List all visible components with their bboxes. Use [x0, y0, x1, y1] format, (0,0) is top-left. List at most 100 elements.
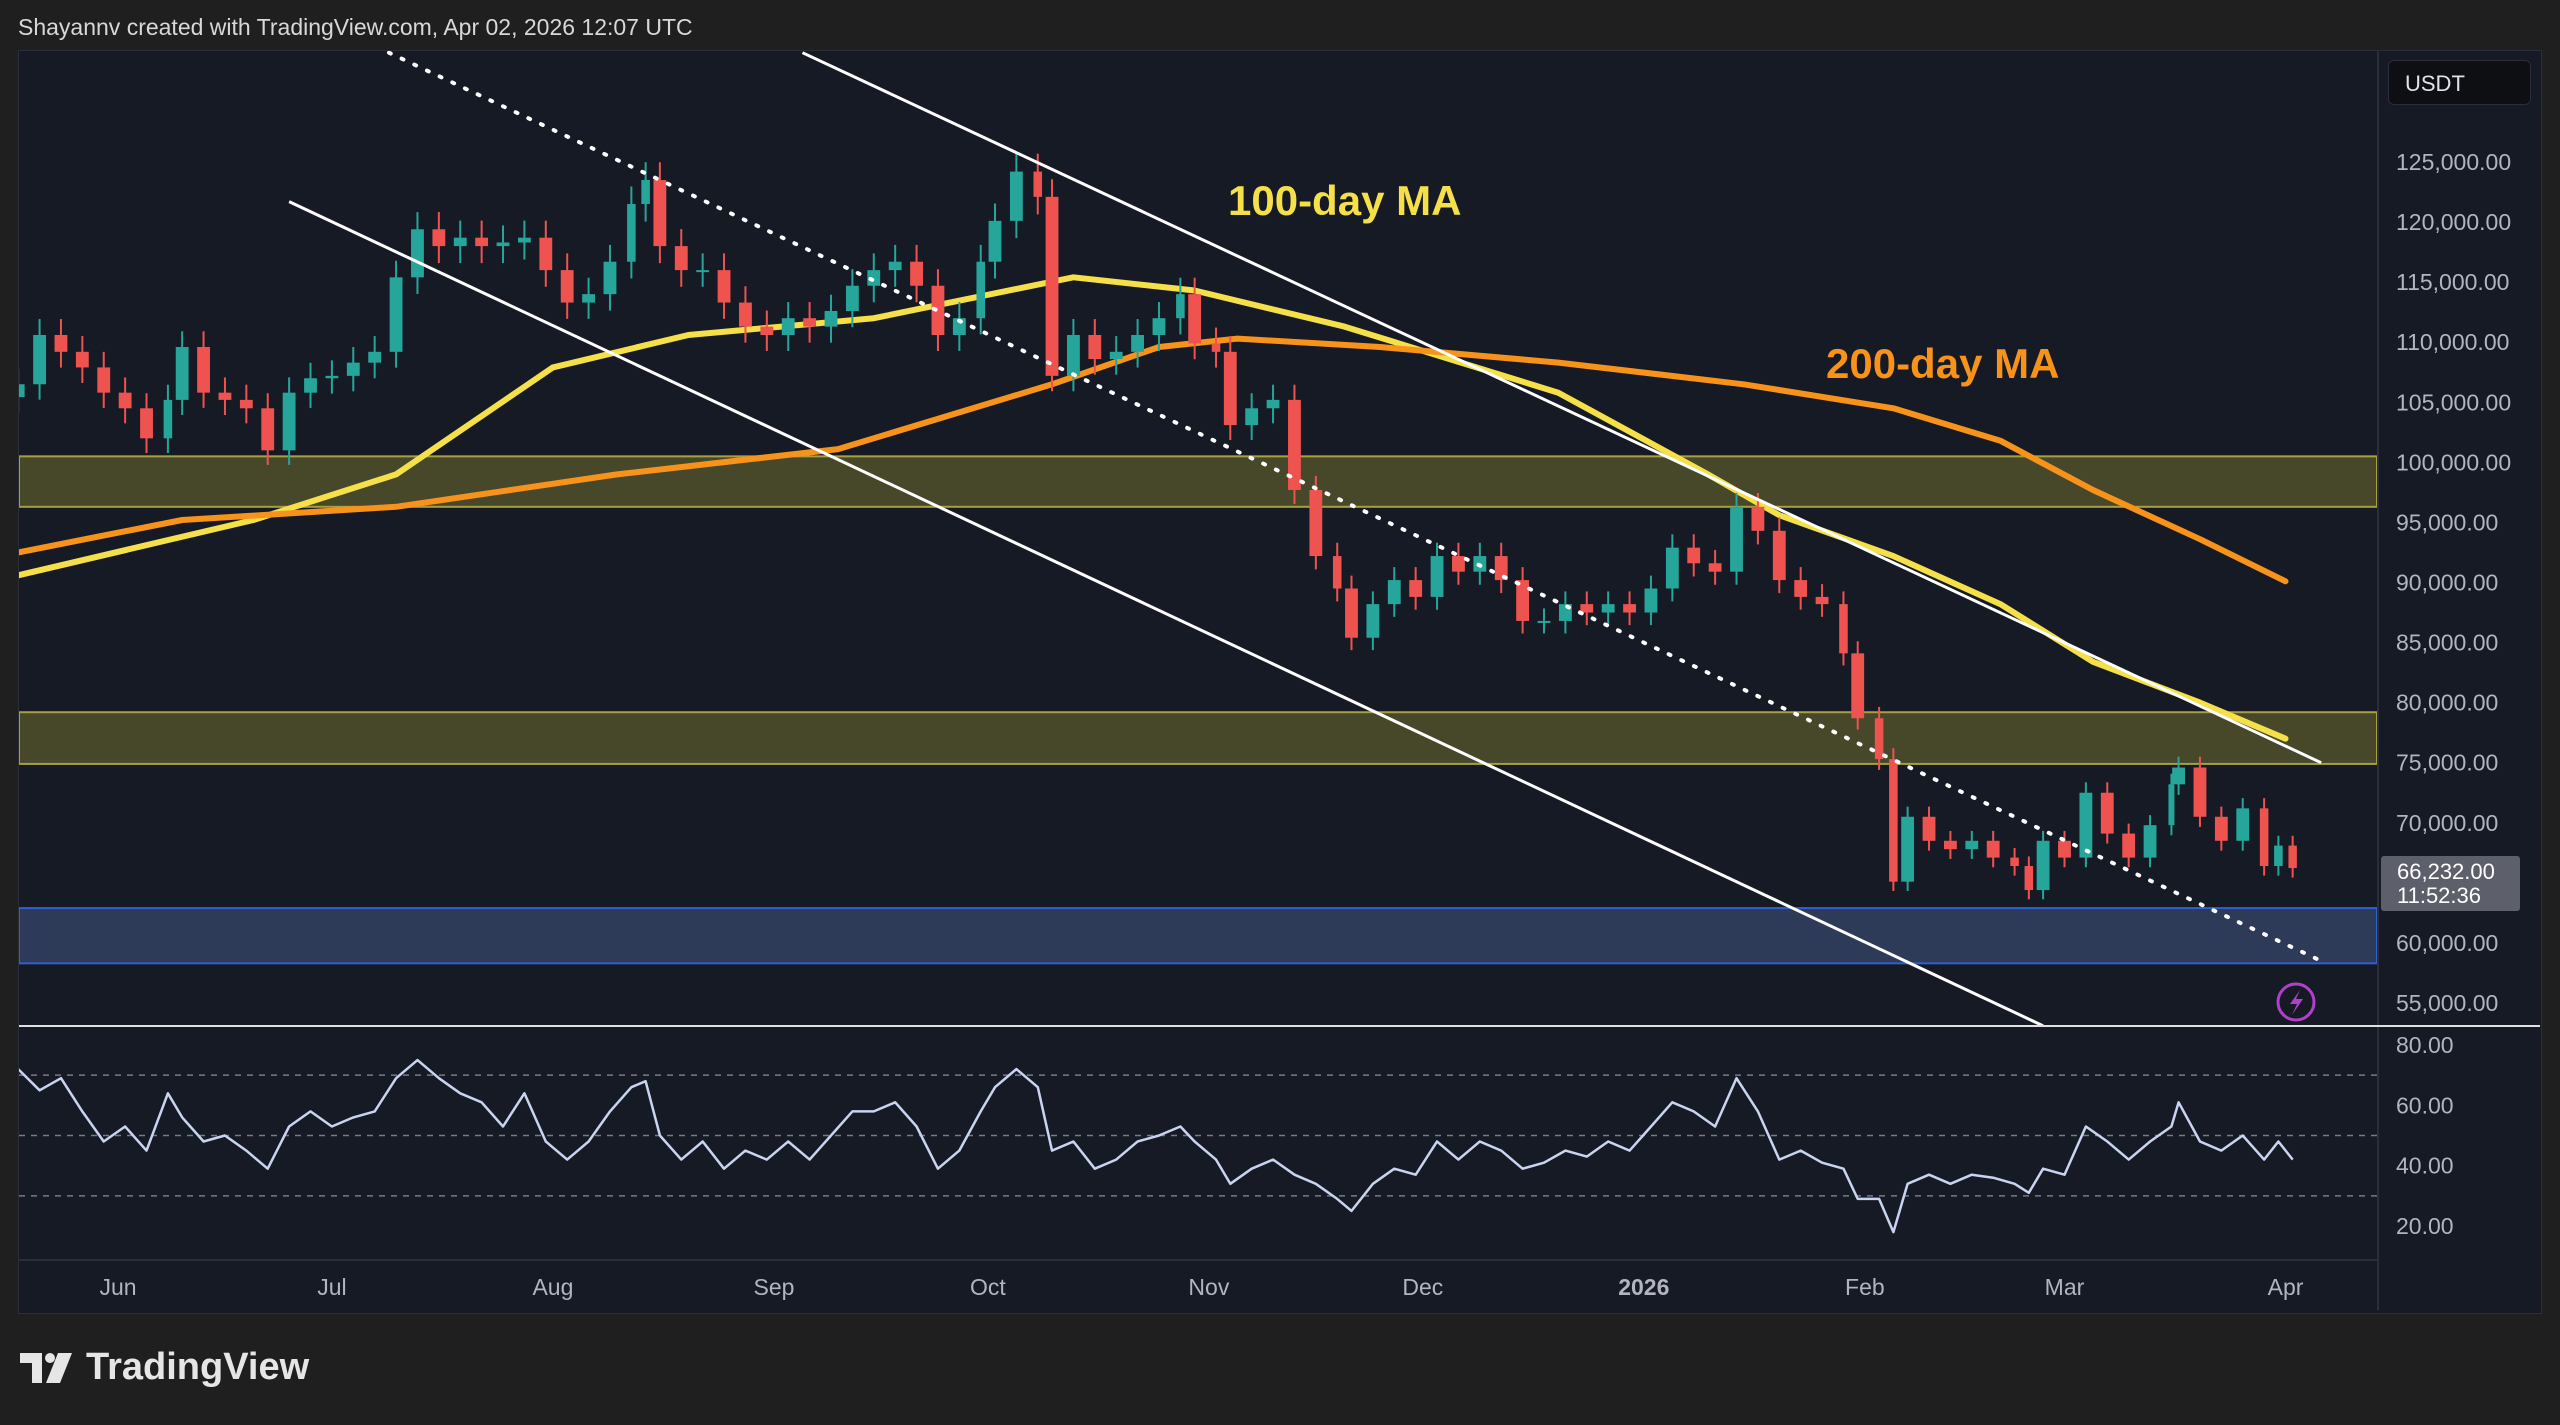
ma100-annotation: 100-day MA — [1228, 177, 1461, 224]
candle-body — [2274, 845, 2283, 867]
price-tick-label: 80,000.00 — [2396, 690, 2498, 716]
candle-body — [54, 335, 68, 352]
candle — [1045, 179, 1059, 392]
candle-body — [118, 392, 132, 409]
candle — [97, 351, 111, 408]
candle — [75, 336, 89, 383]
candle — [325, 360, 339, 394]
candle — [1223, 336, 1237, 440]
candle — [475, 220, 489, 264]
candle-body — [1131, 335, 1145, 352]
alert-lightning-icon[interactable] — [2276, 982, 2316, 1022]
candle-body — [1223, 351, 1237, 426]
candle-body — [1687, 547, 1701, 564]
candle-body — [1601, 604, 1615, 613]
candle-body — [717, 270, 731, 303]
candle — [888, 244, 902, 287]
candle — [2168, 773, 2175, 836]
support-zone-2 — [19, 907, 2377, 965]
rsi-tick-label: 20.00 — [2396, 1213, 2454, 1239]
candle-body — [2288, 845, 2297, 869]
candle-body — [976, 261, 986, 319]
candle — [1665, 534, 1679, 602]
candle — [1188, 277, 1202, 360]
candle — [1067, 319, 1080, 392]
candle-body — [2193, 767, 2207, 817]
candle — [282, 377, 296, 465]
candle — [1430, 542, 1444, 610]
candle — [931, 269, 945, 351]
candle — [1794, 567, 1808, 610]
price-tick-label: 100,000.00 — [2396, 449, 2511, 475]
candle — [2024, 856, 2034, 900]
currency-selector[interactable]: USDT — [2388, 60, 2531, 105]
candle — [346, 347, 360, 392]
candle — [1986, 830, 2000, 868]
candle — [411, 212, 424, 294]
candle — [781, 302, 795, 351]
candle — [432, 212, 446, 264]
candle-body — [140, 408, 153, 439]
candle-body — [560, 270, 574, 303]
candle-body — [1772, 530, 1786, 581]
candle — [1580, 591, 1594, 626]
candle — [2036, 830, 2050, 900]
price-tick-label: 90,000.00 — [2396, 569, 2498, 595]
candle-body — [1751, 506, 1765, 531]
candle-body — [75, 351, 89, 368]
candle — [824, 294, 838, 343]
candle-body — [824, 310, 838, 327]
price-tick-label: 55,000.00 — [2396, 990, 2498, 1016]
candle-body — [1430, 556, 1444, 597]
candle — [2274, 835, 2283, 876]
candle-body — [2058, 840, 2071, 858]
candle — [739, 286, 752, 343]
ma200-line — [19, 335, 2289, 585]
candle-body — [1516, 580, 1530, 621]
candle-body — [2122, 833, 2136, 858]
candle — [2100, 782, 2114, 844]
rsi-tick-label: 60.00 — [2396, 1092, 2454, 1118]
candle-body — [1188, 294, 1202, 344]
candle-body — [496, 242, 510, 247]
candle-body — [1152, 318, 1166, 336]
candle-body — [1580, 604, 1594, 613]
time-tick-label: Mar — [2045, 1274, 2085, 1300]
candle-body — [261, 408, 275, 451]
price-tick-label: 105,000.00 — [2396, 389, 2511, 415]
candle — [1839, 591, 1848, 666]
last-price-label: 66,232.00 11:52:36 — [2381, 856, 2520, 911]
candle — [760, 310, 774, 351]
attribution-text: Shayannv created with TradingView.com, A… — [18, 14, 693, 40]
candle-body — [1067, 335, 1080, 376]
candle-body — [1537, 620, 1551, 623]
resistance-zone-1 — [19, 711, 2377, 765]
price-tick-label: 70,000.00 — [2396, 810, 2498, 836]
candle-body — [1943, 840, 1957, 850]
time-tick-label: 2026 — [1618, 1274, 1669, 1300]
candle — [19, 368, 25, 413]
candle-body — [1288, 399, 1301, 490]
candle — [1009, 153, 1023, 239]
candle-body — [988, 220, 1002, 262]
candle — [539, 220, 553, 287]
candle-body — [582, 294, 595, 303]
candle-body — [1088, 335, 1102, 360]
candle — [261, 393, 275, 465]
candle — [1851, 641, 1865, 730]
candle-body — [1366, 604, 1380, 638]
candle-body — [2143, 825, 2157, 858]
tradingview-logo[interactable]: TradingView — [20, 1346, 309, 1389]
candle-body — [1176, 294, 1185, 319]
candle — [2214, 806, 2228, 851]
candle — [627, 186, 636, 279]
candle — [1366, 591, 1380, 651]
candle — [674, 229, 688, 287]
candle-body — [368, 351, 382, 363]
candle — [1965, 830, 1979, 859]
candle — [1345, 575, 1358, 651]
candle-body — [2010, 857, 2019, 867]
candle-body — [1815, 596, 1829, 605]
candle-body — [346, 362, 360, 376]
